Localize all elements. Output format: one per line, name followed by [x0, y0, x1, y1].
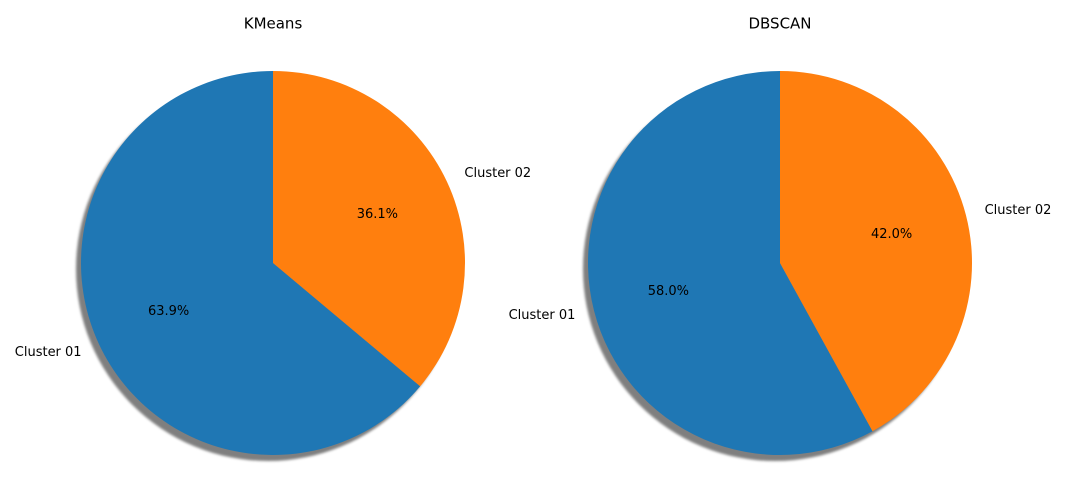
slice-percentage-label: 63.9%: [148, 304, 189, 319]
pie-chart-dbscan: DBSCAN Cluster 01 58.0% Cluster 02 42.0%: [509, 15, 1052, 461]
pie-slice: [273, 71, 466, 387]
chart-title: DBSCAN: [748, 15, 811, 33]
pie-slice: [81, 71, 421, 455]
pie-body: Cluster 01 63.9% Cluster 02 36.1%: [15, 71, 531, 461]
pie-chart-kmeans: KMeans Cluster 01 63.9% Cluster 02 36.1%: [15, 15, 531, 461]
slice-category-label: Cluster 02: [464, 166, 531, 181]
slice-percentage-label: 36.1%: [357, 207, 398, 222]
slice-percentage-label: 42.0%: [871, 227, 912, 242]
slice-category-label: Cluster 01: [15, 345, 82, 360]
pie-slice: [588, 71, 873, 455]
pie-body: Cluster 01 58.0% Cluster 02 42.0%: [509, 71, 1052, 461]
slice-percentage-label: 58.0%: [648, 284, 689, 299]
slice-category-label: Cluster 01: [509, 308, 576, 323]
slice-category-label: Cluster 02: [985, 203, 1052, 218]
pie-slice: [780, 71, 973, 432]
chart-title: KMeans: [244, 15, 303, 33]
